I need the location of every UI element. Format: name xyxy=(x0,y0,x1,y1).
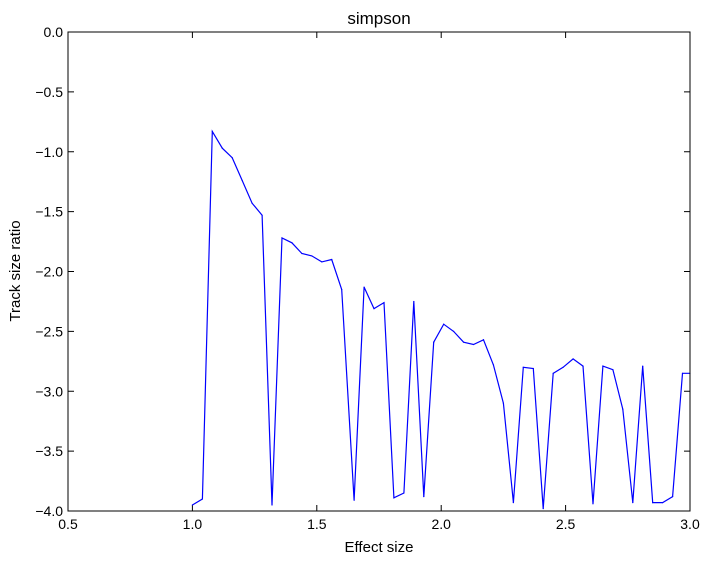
data-point xyxy=(393,497,395,499)
x-tick-label: 2.5 xyxy=(556,516,576,532)
data-point xyxy=(301,252,303,255)
data-point xyxy=(522,366,524,368)
data-point xyxy=(453,330,455,332)
data-point xyxy=(552,372,554,374)
data-point xyxy=(642,365,644,367)
data-point xyxy=(542,508,544,510)
data-point xyxy=(562,366,564,368)
data-point xyxy=(341,288,343,291)
data-point xyxy=(443,323,445,325)
data-point xyxy=(662,502,664,504)
data-point xyxy=(652,502,654,504)
data-point xyxy=(261,214,263,216)
chart-title: simpson xyxy=(347,9,410,28)
data-point xyxy=(311,255,313,257)
data-point xyxy=(221,147,223,149)
data-point xyxy=(241,179,243,182)
plot-background xyxy=(68,32,690,511)
data-point xyxy=(462,341,465,343)
data-point xyxy=(582,365,584,367)
data-point xyxy=(572,358,574,360)
data-point xyxy=(201,498,203,500)
data-point xyxy=(423,496,425,498)
data-point xyxy=(632,502,634,504)
data-point xyxy=(403,492,405,494)
data-point xyxy=(622,408,624,410)
y-tick-label: −3.0 xyxy=(35,383,63,399)
y-axis-title: Track size ratio xyxy=(7,220,24,321)
y-tick-label: −0.5 xyxy=(35,84,63,100)
data-point xyxy=(191,504,193,506)
data-point xyxy=(433,341,435,343)
x-tick-label: 0.5 xyxy=(58,516,78,532)
data-point xyxy=(251,202,253,204)
data-point xyxy=(353,499,355,501)
data-point xyxy=(472,343,475,346)
data-point xyxy=(512,502,514,504)
x-tick-label: 1.0 xyxy=(183,516,203,532)
data-point xyxy=(373,308,375,310)
x-tick-label: 2.0 xyxy=(431,516,451,532)
data-point xyxy=(291,242,293,244)
data-point xyxy=(321,261,323,263)
data-point xyxy=(281,237,283,239)
data-point xyxy=(532,367,534,370)
data-point xyxy=(492,364,495,366)
y-tick-label: 0.0 xyxy=(44,24,64,40)
y-tick-label: −4.0 xyxy=(35,503,63,519)
data-point xyxy=(602,365,604,367)
data-point xyxy=(592,503,594,505)
x-tick-label: 3.0 xyxy=(680,516,700,532)
plot-frame xyxy=(67,31,691,512)
data-point xyxy=(271,504,273,506)
data-point xyxy=(681,372,684,374)
y-tick-label: −1.5 xyxy=(35,204,63,220)
data-point xyxy=(383,302,385,304)
x-axis-title: Effect size xyxy=(345,539,414,556)
data-point xyxy=(331,258,333,261)
data-point xyxy=(482,339,485,341)
data-point xyxy=(231,157,233,159)
data-point xyxy=(363,286,365,288)
y-tick-label: −2.5 xyxy=(35,323,63,339)
y-tick-label: −1.0 xyxy=(35,144,63,160)
data-point xyxy=(211,130,213,132)
y-tick-label: −3.5 xyxy=(35,443,63,459)
y-tick-label: −2.0 xyxy=(35,264,63,280)
x-tick-label: 1.5 xyxy=(307,516,327,532)
data-point xyxy=(413,300,415,303)
data-point xyxy=(671,496,674,498)
data-point xyxy=(502,402,504,404)
data-point xyxy=(612,369,614,371)
